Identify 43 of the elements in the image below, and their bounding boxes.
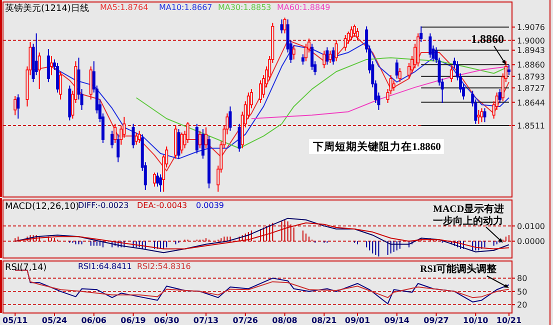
x-tick-label: 10/21 xyxy=(496,316,522,325)
annotation: MACD显示有进一步向上的动力 xyxy=(433,203,504,227)
x-tick-label: 06/30 xyxy=(154,316,180,325)
y-tick-label: 0.0000 xyxy=(517,237,545,246)
annotation: 0.0039 xyxy=(196,201,224,210)
y-tick-label: 1.9076 xyxy=(517,23,545,32)
chart-title: 英镑美元(1214)日线 xyxy=(5,3,89,14)
text: DIFF:-0.0023 xyxy=(78,201,129,210)
y-tick-label: 1.8860 xyxy=(517,60,545,70)
x-tick-label: 08/08 xyxy=(272,316,298,325)
y-tick-label: 1.8644 xyxy=(517,98,545,108)
annotation: RSI可能调头调整 xyxy=(420,263,498,275)
text: RSI1:64.8411 xyxy=(78,262,132,271)
x-tick-label: 06/19 xyxy=(120,316,146,325)
x-tick-label: 07/13 xyxy=(193,316,219,325)
text: DEA:-0.0043 xyxy=(137,201,188,210)
y-tick-label: 1.8943 xyxy=(517,46,545,56)
annotation: 下周短期关键阻力在1.8860 xyxy=(312,140,441,153)
x-tick-label: 09/27 xyxy=(424,316,449,325)
annotation: 1.8860 xyxy=(471,32,504,46)
text: RSI2:54.8316 xyxy=(137,262,191,271)
x-tick-label: 10/10 xyxy=(463,316,489,325)
x-tick-label: 09/14 xyxy=(384,316,410,325)
y-tick-label: 80 xyxy=(517,274,528,284)
y-tick-label: 0.0100 xyxy=(517,222,545,231)
x-tick-label: 09/01 xyxy=(344,316,371,325)
text: MA5:1.8764 xyxy=(100,3,148,12)
x-tick-label: 05/11 xyxy=(2,316,28,325)
text: MA30:1.8853 xyxy=(218,3,272,12)
y-tick-label: 50 xyxy=(517,287,528,296)
x-tick-label: 05/24 xyxy=(42,316,68,325)
x-tick-label: 06/06 xyxy=(81,316,107,325)
chart-title: RSI(7,14) xyxy=(5,263,47,273)
x-tick-label: 08/21 xyxy=(312,316,338,325)
y-tick-label: 1.8511 xyxy=(517,121,545,130)
y-tick-label: 1.8727 xyxy=(517,84,545,93)
y-tick-label: 1.8793 xyxy=(517,72,545,82)
y-tick-label: 1.9000 xyxy=(517,36,545,46)
text: MA10:1.8667 xyxy=(159,3,212,12)
text: MA60:1.8849 xyxy=(277,3,330,12)
chart-title: MACD(12,26,10) xyxy=(5,202,80,212)
y-tick-label: 20 xyxy=(517,300,528,310)
x-tick-label: 07/26 xyxy=(232,316,258,325)
